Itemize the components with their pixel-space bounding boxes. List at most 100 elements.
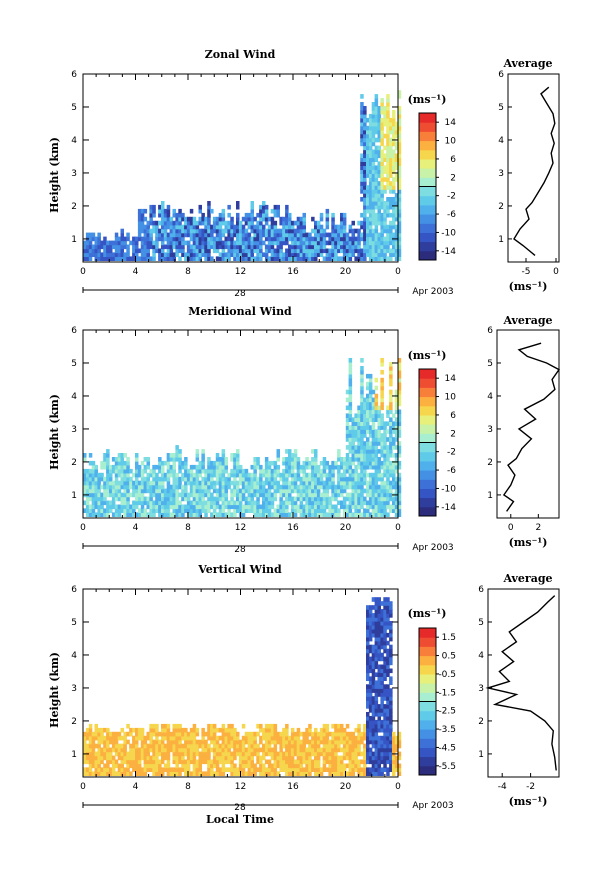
vertical-colorbar-step: [419, 738, 436, 748]
zonal-colorbar-tick-label: 14: [445, 118, 457, 128]
meridional-colorbar-step: [419, 405, 436, 416]
zonal-colorbar-tick-label: -10: [441, 228, 456, 238]
meridional-average-axes: 1 2 3 4 5 6 0 2: [487, 326, 561, 533]
vertical-average-axes: 1 2 3 4 5 6 -4 -2: [478, 585, 557, 792]
vertical-colorbar-tick-label: 1.5: [442, 633, 456, 643]
vertical-average-frame: [487, 588, 560, 778]
vertical-colorbar-step: [419, 701, 436, 712]
meridional-colorbar-step: [419, 387, 436, 398]
vertical-colorbar-step: [419, 747, 436, 758]
meridional-colorbar-tick-label: 2: [450, 429, 456, 439]
meridional-colorbar-tick-label: -6: [447, 466, 456, 476]
zonal-avg-xtick-label: -5: [522, 267, 531, 277]
meridional-xtick-label: 20: [340, 523, 352, 533]
vertical-colorbar-step: [419, 710, 436, 721]
meridional-avg-xtick-label: 0: [508, 523, 514, 533]
vertical-average-line: [485, 595, 557, 771]
meridional-colorbar-step: [419, 506, 436, 517]
meridional-xtick-label: 0: [80, 523, 86, 533]
zonal-average-title: Average: [502, 57, 552, 70]
vertical-ytick-label: 3: [71, 684, 77, 694]
vertical-avg-ytick-label: 6: [478, 585, 484, 595]
vertical-xtick-label: 0: [395, 782, 401, 792]
meridional-wind-panel: Meridional Wind Height (km) 0 4 8 12 16 20 012…: [48, 305, 561, 555]
local-time-xlabel: Local Time: [206, 813, 274, 826]
meridional-average-frame: [496, 329, 560, 519]
meridional-xtick-label: 4: [133, 523, 139, 533]
zonal-ytick-label: 3: [71, 169, 77, 179]
vertical-avg-ytick-label: 2: [478, 717, 484, 727]
vertical-xtick-label: 4: [133, 782, 139, 792]
meridional-colorbar: 14 10 6 2 -2 -6 -10 -14: [418, 368, 457, 517]
vertical-ylabel: Height (km): [48, 652, 61, 728]
zonal-date-label: Apr 2003: [412, 287, 453, 297]
zonal-avg-ytick-label: 2: [498, 202, 504, 212]
meridional-ytick-label: 2: [71, 458, 77, 468]
zonal-average-axes: 1 2 3 4 5 6 -5 0: [498, 70, 559, 277]
zonal-ytick-label: 1: [71, 235, 77, 245]
meridional-colorbar-step: [419, 451, 436, 462]
meridional-colorbar-step: [419, 460, 436, 471]
vertical-colorbar-unit: (ms⁻¹): [408, 607, 447, 620]
zonal-xtick-label: 0: [80, 267, 86, 277]
vertical-ytick-label: 6: [71, 585, 77, 595]
zonal-colorbar-step: [419, 131, 436, 142]
vertical-avg-ytick-label: 1: [478, 750, 484, 760]
vertical-date-label: Apr 2003: [412, 801, 453, 811]
zonal-colorbar-step: [419, 149, 436, 160]
meridional-colorbar-tick-label: -2: [447, 448, 456, 458]
meridional-colorbar-tick-label: -14: [441, 503, 456, 513]
zonal-avg-xtick-label: 0: [553, 267, 559, 277]
zonal-colorbar-tick-label: -14: [441, 247, 456, 257]
meridional-ytick-label: 6: [71, 326, 77, 336]
meridional-date-label: Apr 2003: [412, 543, 453, 553]
meridional-ytick-label: 4: [71, 392, 77, 402]
vertical-ytick-label: 4: [71, 651, 77, 661]
vertical-ytick-label: 2: [71, 717, 77, 727]
vertical-colorbar-step: [419, 756, 436, 767]
zonal-colorbar-step: [419, 122, 436, 132]
zonal-ytick-label: 6: [71, 70, 77, 80]
vertical-colorbar-step: [419, 765, 436, 776]
zonal-xtick-label: 8: [185, 267, 191, 277]
vertical-wind-panel: Vertical Wind Height (km) 0 4 8 12 16 20 01234…: [48, 563, 560, 826]
meridional-xtick-label: 8: [185, 523, 191, 533]
zonal-colorbar-step: [419, 140, 436, 151]
meridional-colorbar-step: [419, 396, 436, 407]
zonal-title: Zonal Wind: [205, 48, 276, 61]
vertical-avg-ytick-label: 5: [478, 618, 484, 628]
vertical-average-title: Average: [502, 572, 552, 585]
zonal-colorbar-step: [419, 177, 436, 187]
meridional-ytick-label: 1: [71, 491, 77, 501]
zonal-ylabel: Height (km): [48, 137, 61, 213]
vertical-avg-xtick-label: -2: [526, 782, 535, 792]
zonal-ytick-label: 2: [71, 202, 77, 212]
zonal-average-unit: (ms⁻¹): [509, 280, 548, 293]
meridional-colorbar-tick-label: 14: [445, 374, 457, 384]
vertical-colorbar: 1.5 0.5 -0.5 -1.5 -2.5 -3.5 -4.5 -5.5: [418, 627, 456, 776]
zonal-colorbar-tick-label: 10: [445, 137, 457, 147]
vertical-colorbar-step: [419, 628, 436, 638]
zonal-colorbar-step: [419, 195, 436, 206]
meridional-average-unit: (ms⁻¹): [509, 536, 548, 549]
meridional-colorbar-step: [419, 414, 436, 425]
zonal-day-label: 28: [234, 289, 246, 299]
meridional-xtick-label: 16: [287, 523, 299, 533]
zonal-colorbar-step: [419, 223, 436, 233]
meridional-avg-ytick-label: 3: [487, 425, 493, 435]
vertical-avg-xtick-label: -4: [498, 782, 507, 792]
vertical-colorbar-tick-label: -1.5: [438, 688, 456, 698]
vertical-colorbar-tick-label: -0.5: [438, 670, 456, 680]
vertical-colorbar-step: [419, 664, 436, 675]
meridional-colorbar-tick-label: -10: [441, 484, 456, 494]
zonal-xtick-label: 12: [235, 267, 246, 277]
zonal-avg-ytick-label: 4: [498, 136, 504, 146]
vertical-average-unit: (ms⁻¹): [509, 795, 548, 808]
meridional-colorbar-unit: (ms⁻¹): [408, 349, 447, 362]
zonal-colorbar-unit: (ms⁻¹): [408, 93, 447, 106]
meridional-avg-ytick-label: 1: [487, 491, 493, 501]
meridional-avg-ytick-label: 6: [487, 326, 493, 336]
meridional-colorbar-tick-label: 10: [445, 393, 457, 403]
